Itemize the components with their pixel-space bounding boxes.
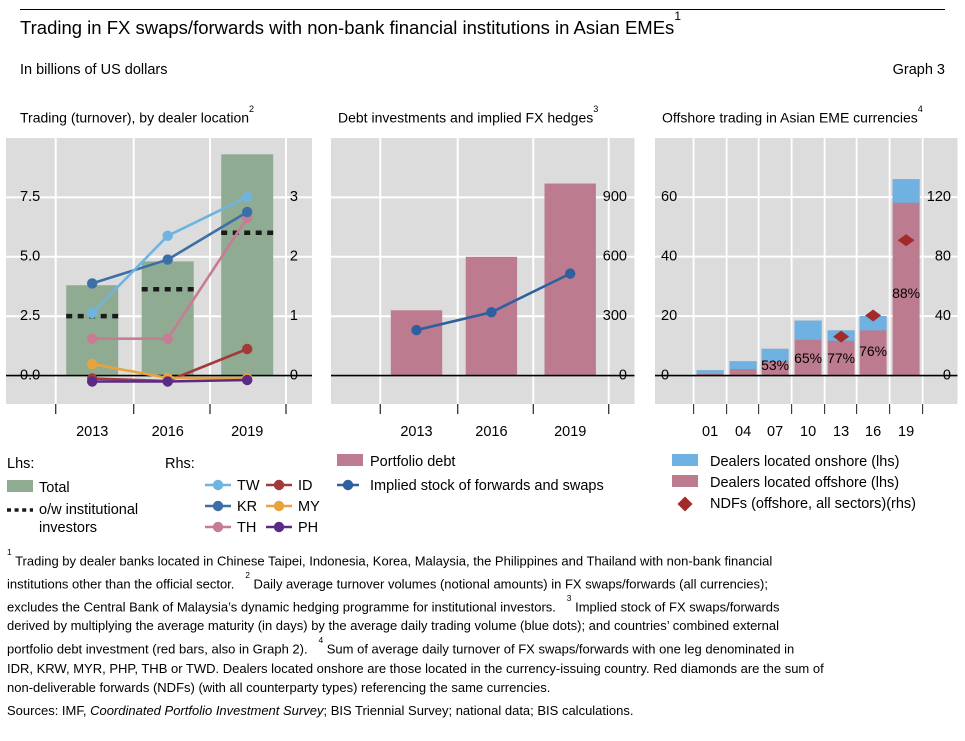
svg-text:2013: 2013 xyxy=(76,424,108,440)
svg-text:2: 2 xyxy=(290,249,298,265)
svg-text:5.0: 5.0 xyxy=(20,249,40,265)
svg-text:Rhs:: Rhs: xyxy=(165,456,195,472)
svg-text:2.5: 2.5 xyxy=(20,308,40,324)
svg-text:19: 19 xyxy=(898,424,914,440)
svg-text:0: 0 xyxy=(619,368,627,384)
svg-text:07: 07 xyxy=(767,424,783,440)
svg-text:80: 80 xyxy=(935,249,951,265)
svg-text:40: 40 xyxy=(661,249,677,265)
svg-text:120: 120 xyxy=(927,189,951,205)
svg-text:16: 16 xyxy=(865,424,881,440)
svg-text:60: 60 xyxy=(661,189,677,205)
svg-text:900: 900 xyxy=(603,189,627,205)
svg-text:2013: 2013 xyxy=(400,424,432,440)
svg-text:NDFs (offshore, all sectors)(r: NDFs (offshore, all sectors)(rhs) xyxy=(710,496,916,512)
svg-text:13: 13 xyxy=(833,424,849,440)
svg-text:40: 40 xyxy=(935,308,951,324)
svg-text:3: 3 xyxy=(290,189,298,205)
svg-text:01: 01 xyxy=(702,424,718,440)
svg-text:300: 300 xyxy=(603,308,627,324)
svg-text:2016: 2016 xyxy=(475,424,507,440)
svg-text:TW: TW xyxy=(237,478,260,494)
svg-text:20: 20 xyxy=(661,308,677,324)
svg-text:0: 0 xyxy=(661,368,669,384)
svg-text:65%: 65% xyxy=(794,350,822,366)
svg-text:10: 10 xyxy=(800,424,816,440)
svg-text:Dealers located offshore (lhs): Dealers located offshore (lhs) xyxy=(710,475,899,491)
svg-text:0: 0 xyxy=(943,368,951,384)
svg-text:Total: Total xyxy=(39,480,70,496)
svg-text:77%: 77% xyxy=(827,350,855,366)
svg-text:investors: investors xyxy=(39,520,97,533)
svg-text:2016: 2016 xyxy=(152,424,184,440)
svg-text:1: 1 xyxy=(290,308,298,324)
svg-text:ID: ID xyxy=(298,478,313,494)
svg-text:53%: 53% xyxy=(761,357,789,373)
svg-text:Implied stock of forwards and: Implied stock of forwards and swaps xyxy=(370,478,604,494)
svg-text:88%: 88% xyxy=(892,285,920,301)
svg-text:MY: MY xyxy=(298,499,320,515)
svg-text:7.5: 7.5 xyxy=(20,189,40,205)
svg-text:Portfolio debt: Portfolio debt xyxy=(370,454,455,470)
svg-text:o/w institutional: o/w institutional xyxy=(39,502,138,518)
svg-text:Lhs:: Lhs: xyxy=(7,456,34,472)
svg-text:TH: TH xyxy=(237,520,256,533)
svg-text:2019: 2019 xyxy=(231,424,263,440)
svg-text:600: 600 xyxy=(603,249,627,265)
svg-text:Dealers located onshore (lhs): Dealers located onshore (lhs) xyxy=(710,454,899,470)
svg-text:0.0: 0.0 xyxy=(20,368,40,384)
svg-text:04: 04 xyxy=(735,424,751,440)
svg-text:PH: PH xyxy=(298,520,318,533)
svg-text:KR: KR xyxy=(237,499,257,515)
svg-text:76%: 76% xyxy=(859,343,887,359)
svg-text:2019: 2019 xyxy=(554,424,586,440)
svg-text:0: 0 xyxy=(290,368,298,384)
